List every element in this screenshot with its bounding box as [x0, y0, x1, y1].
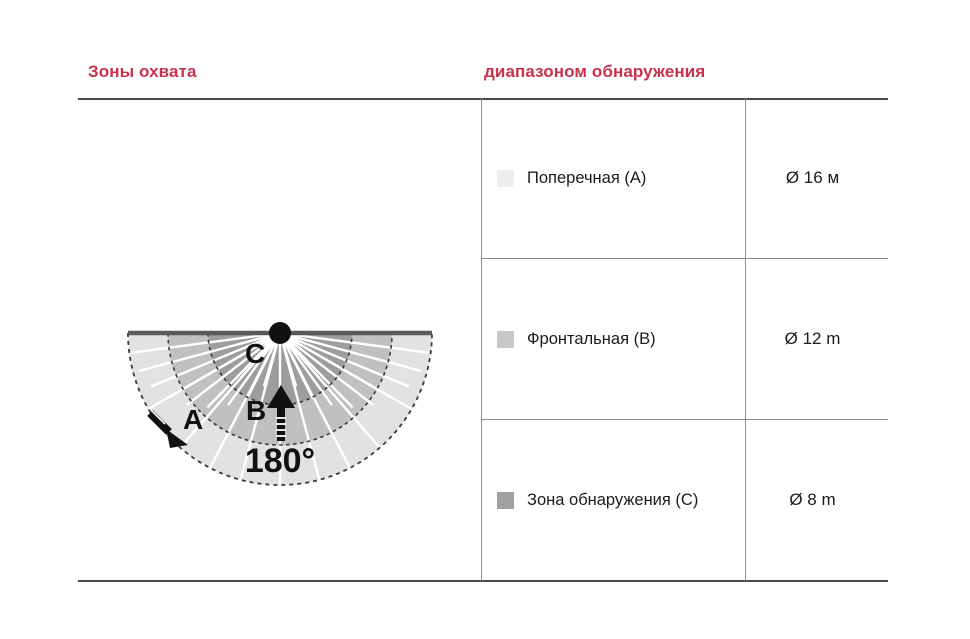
zone-color-swatch-icon: [497, 169, 514, 187]
table-top-border: [78, 98, 888, 100]
zone-label: Фронтальная (B): [527, 329, 656, 348]
zone-a-boundary-arc: [127, 332, 433, 486]
range-cell: Ø 12 m: [745, 329, 888, 349]
table-vertical-divider-left: [481, 98, 482, 581]
page-title-coverage-zones: Зоны охвата: [88, 62, 197, 81]
direction-arrow-a-icon: [147, 410, 188, 448]
table-row: Зона обнаружения (C) Ø 8 m: [481, 420, 888, 580]
table-vertical-divider-right: [745, 98, 746, 581]
range-cell: Ø 16 м: [745, 168, 888, 188]
page-title-detection-range: диапазоном обнаружения: [484, 62, 706, 81]
table-bottom-border: [78, 580, 888, 582]
table-row: Фронтальная (B) Ø 12 m: [481, 259, 888, 419]
zone-label: Поперечная (A): [527, 168, 647, 187]
zone-name-cell: Фронтальная (B): [481, 330, 745, 349]
angle-label: 180°: [245, 442, 315, 480]
coverage-zone-diagram: A B C 180°: [100, 300, 460, 530]
coverage-zone-svg: A B C 180°: [127, 322, 433, 486]
zone-color-swatch-icon: [497, 330, 514, 348]
sensor-dot-icon: [269, 322, 291, 344]
radial-rays-outer: [147, 333, 413, 481]
zone-name-cell: Поперечная (A): [481, 169, 745, 188]
label-c: C: [245, 338, 265, 369]
range-value: Ø 8 m: [789, 490, 836, 509]
zone-color-swatch-icon: [497, 491, 514, 509]
range-value: Ø 12 m: [784, 329, 841, 348]
direction-arrow-b-icon: [267, 385, 295, 441]
zone-b-boundary-arc: [167, 332, 393, 446]
label-a: A: [183, 404, 203, 435]
table-row-separator-1: [481, 258, 888, 259]
zone-label: Зона обнаружения (C): [527, 490, 699, 509]
table-row-separator-2: [481, 419, 888, 420]
range-value: Ø 16 м: [785, 168, 840, 187]
zone-name-cell: Зона обнаружения (C): [481, 491, 745, 510]
table-row: Поперечная (A) Ø 16 м: [481, 98, 888, 258]
label-b: B: [246, 395, 266, 426]
range-cell: Ø 8 m: [745, 490, 888, 510]
